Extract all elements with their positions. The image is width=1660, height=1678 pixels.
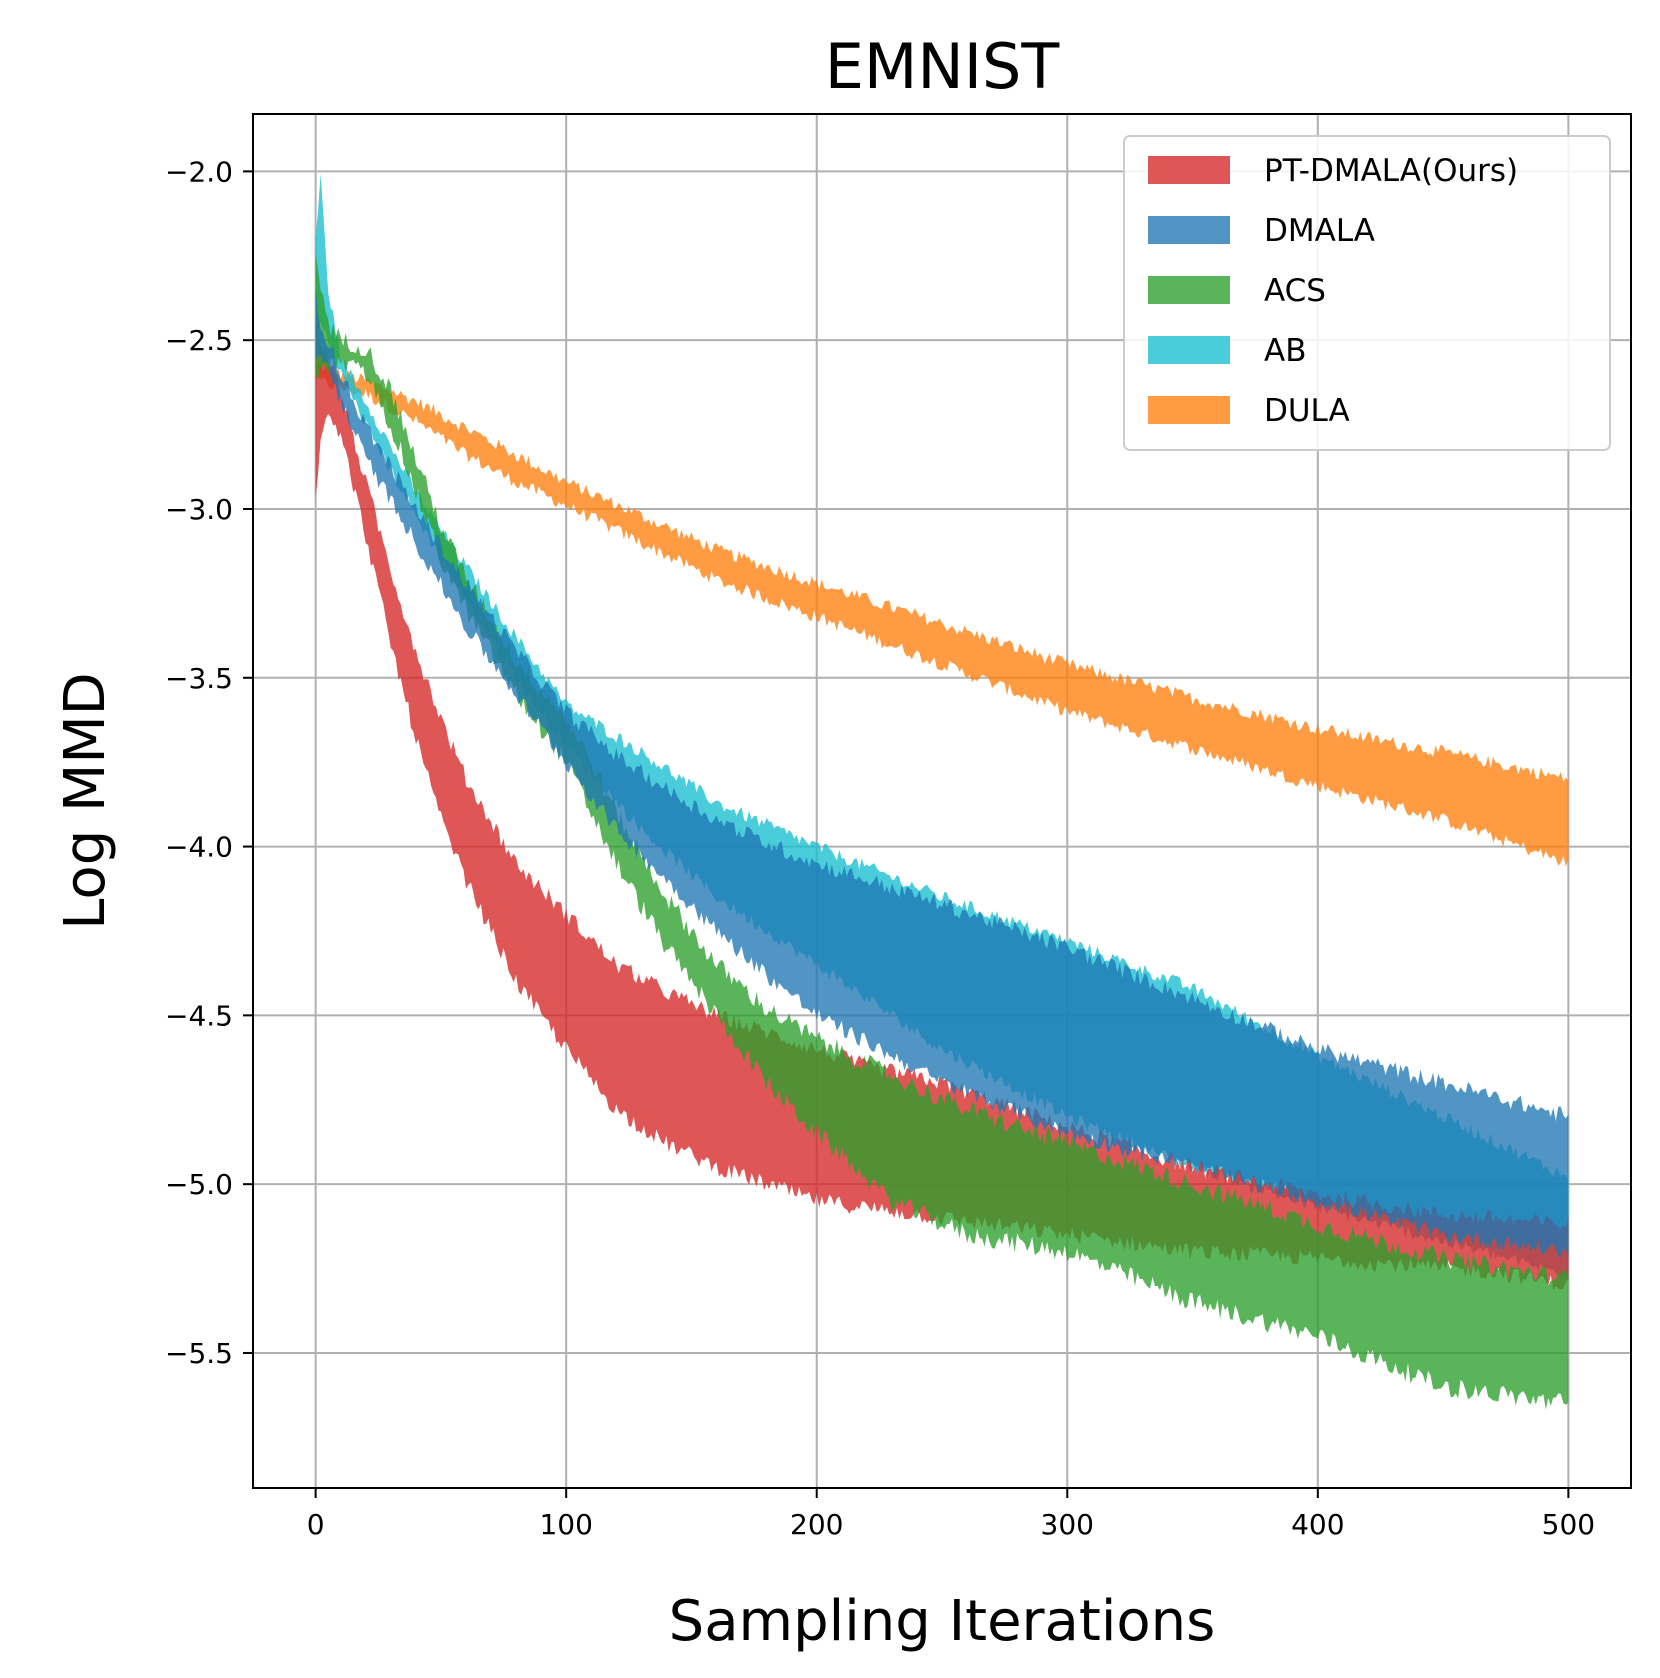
y-tick-label: −2.5: [165, 324, 233, 357]
y-tick-label: −5.5: [165, 1337, 233, 1370]
legend: PT-DMALA(Ours) DMALA ACS AB DULA: [1123, 135, 1611, 451]
x-tick-label: 400: [1291, 1508, 1344, 1541]
legend-swatch-dula: [1148, 396, 1230, 424]
legend-label-ab: AB: [1264, 333, 1306, 369]
legend-swatch-ab: [1148, 336, 1230, 364]
legend-swatch-dmala: [1148, 216, 1230, 244]
band-pt-dmala-ours: [315, 316, 1569, 1291]
chart-title: EMNIST: [825, 30, 1061, 103]
axis-ticks: 0 100 200 300 400 500 −2.0 −2.5 −3.0 −3.5 −4.0 −4.5…: [165, 155, 1595, 1541]
legend-swatch-acs: [1148, 276, 1230, 304]
band-dula: [315, 361, 1569, 867]
y-tick-label: −2.0: [165, 155, 233, 188]
band-acs: [315, 253, 1569, 1410]
legend-label-dmala: DMALA: [1264, 213, 1375, 249]
grid: [253, 114, 1631, 1488]
x-tick-label: 200: [790, 1508, 843, 1541]
x-tick-label: 300: [1041, 1508, 1094, 1541]
y-tick-label: −4.5: [165, 999, 233, 1032]
y-axis-label: Log MMD: [53, 672, 118, 930]
legend-label-acs: ACS: [1264, 273, 1326, 309]
plot-frame: [252, 113, 1632, 1489]
series-bands: [315, 173, 1569, 1410]
legend-swatch-pt-dmala-ours: [1148, 156, 1230, 184]
y-tick-label: −4.0: [165, 831, 233, 864]
y-tick-label: −3.5: [165, 662, 233, 695]
legend-label-pt-dmala-ours: PT-DMALA(Ours): [1264, 153, 1518, 189]
x-tick-label: 100: [539, 1508, 592, 1541]
legend-box: [1123, 135, 1611, 451]
legend-label-dula: DULA: [1264, 393, 1350, 429]
x-tick-label: 500: [1542, 1508, 1595, 1541]
y-tick-label: −3.0: [165, 493, 233, 526]
y-tick-label: −5.0: [165, 1168, 233, 1201]
x-axis-label: Sampling Iterations: [669, 1589, 1216, 1654]
x-tick-label: 0: [307, 1508, 325, 1541]
band-dmala: [315, 287, 1569, 1258]
